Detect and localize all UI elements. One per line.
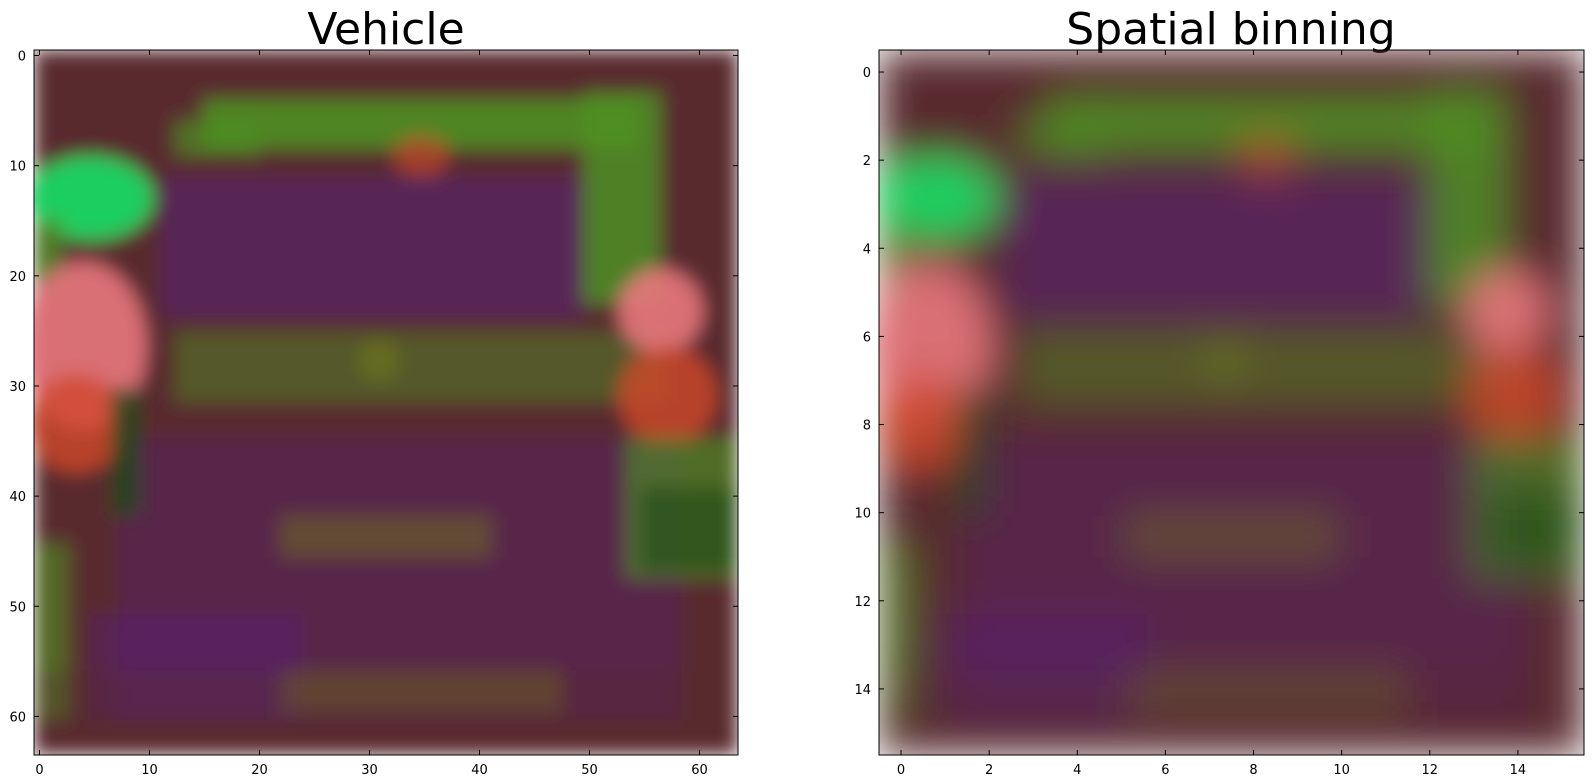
x-tick-label: 14: [1510, 763, 1527, 778]
image-region: [618, 346, 717, 445]
y-tick-label: 10: [854, 507, 871, 522]
y-tick-label: 30: [9, 380, 26, 395]
image-region: [879, 374, 971, 473]
image-region: [1238, 134, 1295, 177]
panel-vehicle: Vehicle 0 10 20 30 40 50 60 0 10 20 30 40 50 60: [9, 4, 739, 778]
y-tick-label: 0: [18, 50, 26, 65]
x-tick-label: 10: [141, 763, 158, 778]
image-region: [1203, 339, 1246, 382]
spatial-binning-image: [879, 50, 1584, 755]
x-tick-label: 2: [985, 763, 993, 778]
image-region: [1020, 120, 1105, 156]
image-region: [160, 176, 584, 318]
axis-ticks-vehicle: 0 10 20 30 40 50 60 0 10 20 30 40 50 60: [9, 50, 738, 778]
image-region: [393, 134, 450, 177]
x-tick-label: 30: [361, 763, 378, 778]
image-region: [618, 268, 703, 354]
x-tick-label: 6: [1161, 763, 1169, 778]
y-tick-label: 12: [854, 595, 871, 610]
image-region: [1464, 268, 1549, 354]
x-tick-label: 4: [1073, 763, 1081, 778]
image-region: [34, 374, 126, 473]
image-region: [111, 388, 140, 516]
x-tick-label: 40: [471, 763, 488, 778]
x-tick-label: 12: [1422, 763, 1439, 778]
y-tick-label: 60: [9, 710, 26, 725]
image-region: [1485, 487, 1584, 572]
y-tick-label: 14: [854, 683, 871, 698]
y-tick-label: 8: [863, 419, 871, 434]
image-region: [1125, 515, 1338, 558]
axis-ticks-spatial-binning: 0 2 4 6 8 10 12 14 0 2 4 6 8 10 12 14: [854, 50, 1584, 778]
image-region: [357, 339, 401, 382]
y-tick-label: 0: [863, 66, 871, 81]
image-region: [879, 670, 1584, 755]
image-region: [1020, 332, 1514, 403]
y-tick-label: 2: [863, 154, 871, 169]
vehicle-image: [34, 50, 738, 755]
x-tick-label: 10: [1333, 763, 1350, 778]
y-tick-label: 50: [9, 600, 26, 615]
y-tick-label: 4: [863, 242, 871, 257]
image-region: [956, 388, 985, 516]
panel-title-vehicle: Vehicle: [307, 4, 464, 55]
x-tick-label: 8: [1249, 763, 1257, 778]
axes-frame-vehicle: [33, 49, 739, 756]
image-region: [1005, 176, 1429, 318]
image-region: [879, 155, 999, 241]
image-region: [34, 155, 154, 241]
image-region: [639, 487, 738, 572]
image-region: [174, 332, 668, 403]
image-region: [1464, 346, 1563, 445]
y-tick-label: 40: [9, 490, 26, 505]
y-tick-label: 20: [9, 270, 26, 285]
y-tick-label: 10: [9, 160, 26, 175]
image-region: [174, 120, 260, 156]
image-region: [280, 515, 492, 558]
x-tick-label: 0: [35, 763, 43, 778]
image-region: [1428, 92, 1507, 304]
axes-frame-spatial-binning: [878, 49, 1585, 756]
x-tick-label: 0: [897, 763, 905, 778]
y-tick-label: 6: [863, 330, 871, 345]
panel-spatial-binning: Spatial binning 0 2 4 6 8 10 12 14 0 2 4 6 8 10 12 14: [854, 4, 1585, 778]
x-tick-label: 60: [691, 763, 708, 778]
image-region: [34, 670, 738, 755]
x-tick-label: 50: [581, 763, 598, 778]
panel-title-spatial-binning: Spatial binning: [1066, 4, 1395, 55]
x-tick-label: 20: [251, 763, 268, 778]
image-region: [583, 92, 661, 304]
